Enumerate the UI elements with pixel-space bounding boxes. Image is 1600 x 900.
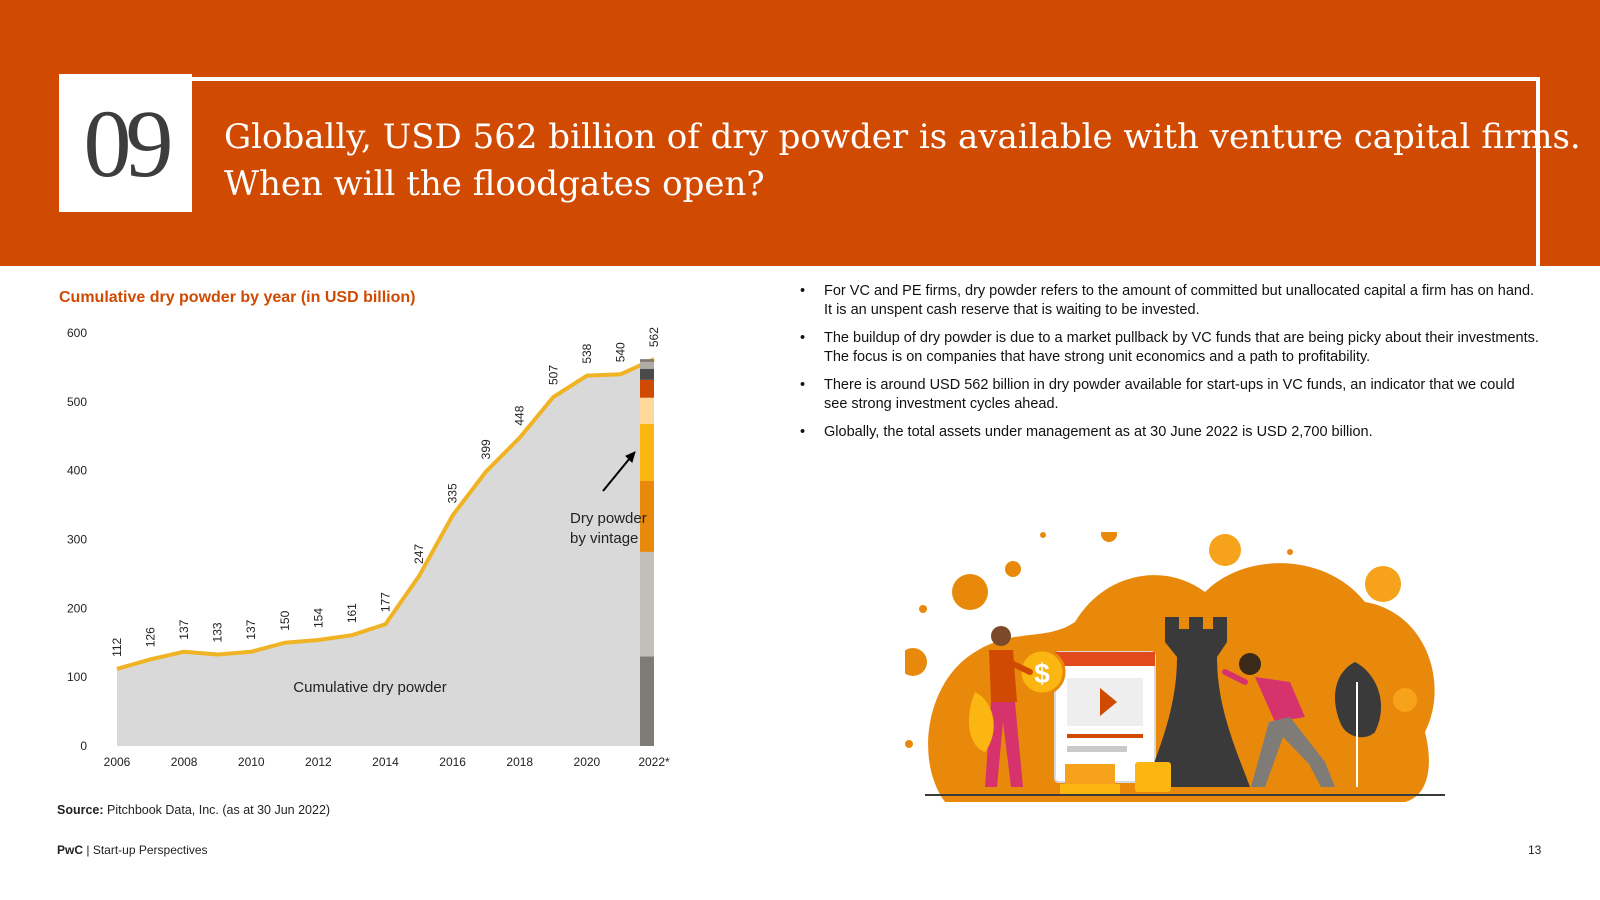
vintage-arrowhead-icon [625, 451, 636, 463]
x-tick-label: 2006 [104, 755, 131, 769]
footer-separator: | [86, 843, 90, 857]
bullet-item: The buildup of dry powder is due to a ma… [800, 329, 1540, 367]
data-label: 126 [144, 627, 158, 647]
y-tick-label: 0 [80, 739, 87, 753]
vintage-segment [640, 656, 654, 746]
vintage-label: Dry powder [570, 510, 647, 527]
data-label: 150 [278, 610, 292, 630]
x-tick-label: 2022* [638, 755, 670, 769]
y-tick-label: 500 [67, 395, 87, 409]
x-tick-label: 2018 [506, 755, 533, 769]
vintage-segment [640, 423, 654, 481]
page-title-line-1: Globally, USD 562 billion of dry powder … [224, 117, 1581, 157]
data-label: 247 [412, 544, 426, 564]
vintage-arrow [602, 457, 631, 492]
footer: PwC | Start-up Perspectives [57, 843, 208, 857]
vintage-label: by vintage [570, 530, 638, 547]
x-tick-label: 2010 [238, 755, 265, 769]
series-line [116, 357, 655, 671]
source-label: Source: [57, 803, 104, 817]
bullet-list: For VC and PE firms, dry powder refers t… [800, 282, 1540, 451]
data-label: 540 [613, 342, 627, 362]
y-tick-label: 200 [67, 601, 87, 615]
footer-title: Start-up Perspectives [92, 843, 208, 857]
data-label: 137 [177, 619, 191, 639]
vintage-segment [640, 368, 654, 380]
page-title: Globally, USD 562 billion of dry powder … [224, 114, 1581, 208]
data-label: 448 [513, 405, 527, 425]
coin-symbol: $ [1034, 658, 1050, 689]
data-label: 399 [479, 439, 493, 459]
banner-divider [190, 77, 1540, 81]
footer-brand: PwC [57, 843, 84, 857]
data-label: 154 [311, 608, 325, 628]
data-label: 177 [379, 592, 393, 612]
vintage-segment [640, 359, 654, 362]
bullet-item: Globally, the total assets under managem… [800, 423, 1540, 442]
x-tick-label: 2014 [372, 755, 399, 769]
y-tick-label: 100 [67, 670, 87, 684]
area-fill [117, 359, 654, 746]
source-text: Pitchbook Data, Inc. (as at 30 Jun 2022) [107, 803, 331, 817]
y-tick-label: 600 [67, 326, 87, 340]
business-strategy-illustration-icon: $ [905, 532, 1445, 802]
x-tick-label: 2016 [439, 755, 466, 769]
y-tick-label: 300 [67, 533, 87, 547]
vintage-segment [640, 361, 654, 369]
header-banner [0, 0, 1600, 266]
data-label: 112 [110, 637, 124, 656]
bullet-item: For VC and PE firms, dry powder refers t… [800, 282, 1540, 320]
chart-title: Cumulative dry powder by year (in USD bi… [59, 289, 416, 306]
dry-powder-area-chart: 0 100 200 300 400 500 600 2006 2008 2010 2012 2014 2… [67, 326, 670, 769]
data-label: 562 [647, 327, 661, 347]
section-number: 09 [83, 89, 174, 197]
source-note: Source: Pitchbook Data, Inc. (as at 30 J… [57, 803, 330, 817]
page-title-line-2: When will the floodgates open? [224, 164, 765, 204]
x-tick-label: 2012 [305, 755, 332, 769]
x-tick-label: 2008 [171, 755, 198, 769]
data-label: 161 [345, 603, 359, 623]
section-number-box: 09 [59, 74, 192, 212]
page-number: 13 [1528, 843, 1542, 857]
vintage-segment [640, 397, 654, 424]
vintage-segment [640, 551, 654, 657]
data-label: 335 [446, 483, 460, 503]
x-tick-label: 2020 [574, 755, 601, 769]
data-label: 133 [211, 622, 225, 642]
banner-divider-vertical [1536, 77, 1540, 266]
vintage-segment [640, 379, 654, 398]
data-label: 507 [546, 365, 560, 385]
data-label: 538 [580, 343, 594, 363]
series-label: Cumulative dry powder [293, 679, 446, 696]
data-label: 137 [244, 619, 258, 639]
bullet-item: There is around USD 562 billion in dry p… [800, 376, 1540, 414]
y-tick-label: 400 [67, 464, 87, 478]
vintage-segment [640, 480, 654, 552]
